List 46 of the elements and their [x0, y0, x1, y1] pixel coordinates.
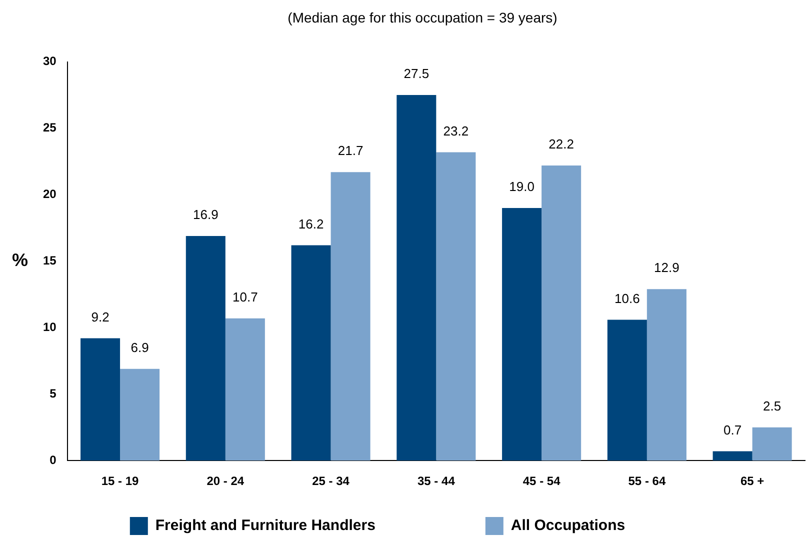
x-tick-label: 65 + [740, 474, 764, 488]
x-tick-label: 15 - 19 [101, 474, 140, 488]
y-tick-label: 20 [42, 187, 57, 202]
data-label: 23.2 [443, 123, 469, 138]
bar [436, 152, 476, 461]
y-tick-label: 30 [42, 54, 57, 68]
bar [291, 245, 331, 461]
x-tick-label: 25 - 34 [312, 474, 350, 488]
data-label: 12.9 [654, 260, 680, 276]
bar [120, 368, 160, 461]
bar [542, 165, 582, 461]
data-label: 22.2 [548, 136, 574, 152]
bar [225, 318, 265, 461]
bar [396, 95, 436, 461]
x-tick-label: 45 - 54 [522, 474, 561, 488]
data-label: 10.7 [232, 289, 258, 304]
bar [752, 427, 792, 461]
data-label: 27.5 [404, 66, 430, 82]
data-label: 10.6 [614, 290, 640, 306]
data-label: 21.7 [338, 143, 364, 158]
bar [712, 451, 752, 461]
bar [80, 338, 120, 461]
data-label: 19.0 [509, 179, 534, 194]
data-label: 9.2 [91, 309, 110, 324]
y-tick-label: 5 [50, 386, 57, 400]
bar [186, 236, 226, 461]
data-label: 2.5 [763, 398, 782, 414]
y-tick-label: 15 [42, 254, 57, 268]
bar [646, 289, 686, 461]
bar [502, 208, 542, 461]
bar [607, 320, 647, 461]
y-tick-label: 25 [42, 120, 57, 135]
legend-label: Freight and Furniture Handlers [155, 517, 466, 534]
chart-title: (Median age for this occupation = 39 years) [288, 9, 558, 26]
y-tick-label: 0 [50, 452, 57, 467]
data-label: 0.7 [724, 422, 742, 438]
data-label: 6.9 [130, 340, 149, 355]
y-tick-label: 10 [42, 320, 57, 334]
data-label: 16.2 [298, 216, 324, 232]
x-tick-label: 35 - 44 [417, 474, 456, 488]
x-tick-label: 20 - 24 [206, 474, 244, 488]
legend-label: All Occupations [510, 517, 716, 534]
y-axis-title: % [12, 250, 28, 270]
x-tick-label: 55 - 64 [628, 474, 666, 488]
bar [330, 172, 370, 461]
data-label: 16.9 [193, 207, 218, 222]
